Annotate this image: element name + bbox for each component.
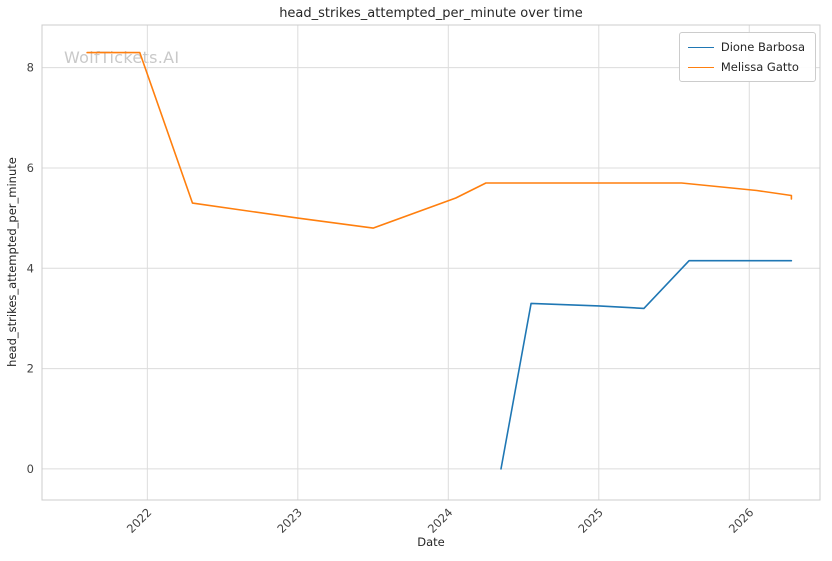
x-tick-label: 2022: [124, 505, 155, 536]
y-tick-label: 6: [27, 161, 34, 175]
legend-label: Dione Barbosa: [720, 40, 805, 54]
x-tick-label: 2023: [274, 505, 305, 536]
x-tick-label: 2026: [726, 505, 757, 536]
x-tick-label: 2025: [575, 505, 606, 536]
y-tick-label: 0: [27, 462, 34, 476]
y-tick-label: 2: [27, 362, 34, 376]
x-tick-label: 2024: [425, 505, 456, 536]
legend-line-swatch: [687, 46, 714, 48]
legend-entry: Dione Barbosa: [687, 40, 805, 54]
y-tick-label: 8: [27, 61, 34, 75]
y-tick-label: 4: [27, 261, 34, 275]
grid-lines: [42, 25, 820, 500]
series-line-dione-barbosa: [500, 259, 793, 470]
legend-label: Melissa Gatto: [720, 60, 799, 74]
legend-entry: Melissa Gatto: [687, 60, 805, 74]
series-lines: [86, 51, 793, 470]
chart-title: head_strikes_attempted_per_minute over t…: [279, 6, 583, 21]
tick-labels: 2022 2023 2024 2025 2026 0 2 4 6 8: [27, 61, 757, 536]
x-axis-label: Date: [417, 535, 445, 549]
series-line-melissa-gatto: [86, 51, 793, 229]
axes-frame: [41, 24, 821, 501]
legend-line-swatch: [687, 66, 714, 68]
y-axis-label: head_strikes_attempted_per_minute: [5, 157, 19, 367]
legend: Dione Barbosa Melissa Gatto: [678, 32, 816, 82]
